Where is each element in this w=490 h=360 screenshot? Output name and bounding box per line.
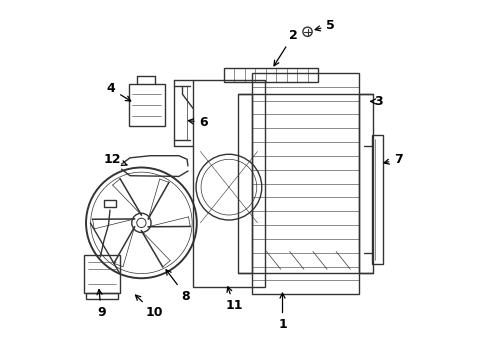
Text: 10: 10	[135, 295, 163, 319]
Bar	[84, 255, 120, 293]
Bar	[252, 73, 359, 294]
Text: 3: 3	[371, 95, 383, 108]
Bar	[193, 80, 265, 287]
Text: 12: 12	[103, 153, 127, 166]
Bar	[238, 94, 252, 273]
Text: 11: 11	[225, 287, 243, 312]
Bar	[86, 293, 118, 299]
Text: 6: 6	[189, 116, 208, 129]
Text: 5: 5	[315, 19, 335, 32]
Text: 4: 4	[107, 82, 131, 101]
Bar	[223, 68, 318, 82]
Text: 9: 9	[97, 289, 106, 319]
Bar	[359, 94, 373, 273]
Text: 2: 2	[274, 29, 297, 66]
Bar	[372, 135, 383, 264]
Bar	[129, 84, 165, 126]
Bar	[104, 201, 116, 207]
Text: 8: 8	[166, 270, 191, 303]
Text: 7: 7	[384, 153, 403, 166]
Text: 1: 1	[278, 293, 287, 331]
